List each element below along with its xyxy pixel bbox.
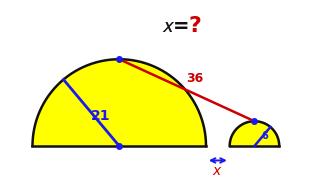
Text: =: =: [172, 17, 189, 36]
Text: 6: 6: [261, 132, 268, 141]
Text: $x$: $x$: [212, 164, 223, 178]
Polygon shape: [230, 121, 279, 146]
Text: 36: 36: [187, 72, 204, 85]
Polygon shape: [33, 59, 206, 146]
Text: 21: 21: [91, 109, 110, 123]
Text: $\mathcal{x}$: $\mathcal{x}$: [161, 16, 175, 36]
Text: ?: ?: [189, 16, 202, 36]
